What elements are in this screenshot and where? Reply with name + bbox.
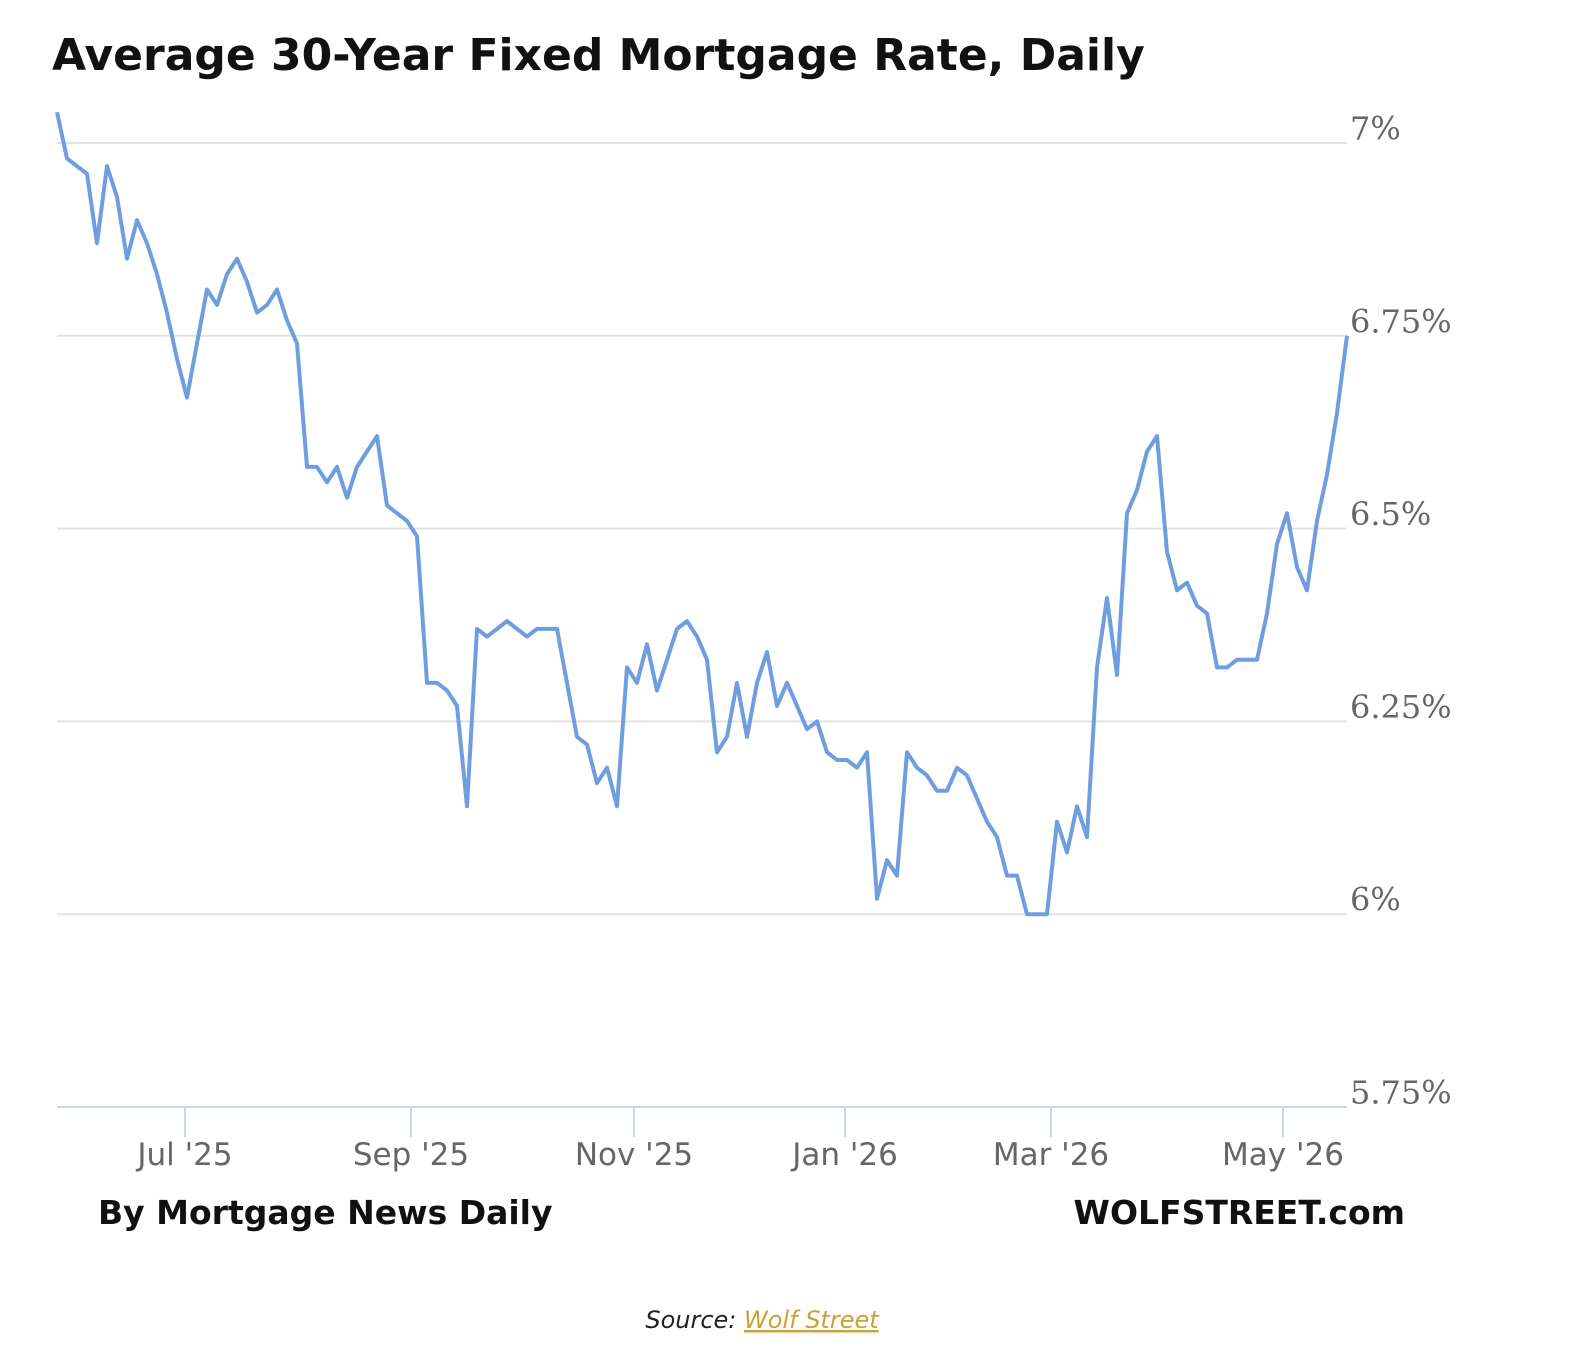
x-tick-label: Nov '25 — [575, 1137, 693, 1173]
y-tick-label: 6.5% — [1350, 495, 1431, 533]
chart-title: Average 30-Year Fixed Mortgage Rate, Dai… — [52, 30, 1145, 81]
source-prefix: Source: — [645, 1306, 736, 1334]
y-tick-label: 6% — [1350, 881, 1401, 919]
source: Source: Wolf Street — [645, 1306, 880, 1334]
footer-left: By Mortgage News Daily — [98, 1193, 553, 1232]
x-tick-label: Jul '25 — [135, 1137, 232, 1173]
x-tick-label: May '26 — [1222, 1137, 1344, 1173]
x-tick-label: Sep '25 — [353, 1137, 469, 1173]
x-tick-label: Jan '26 — [790, 1137, 898, 1173]
source-link[interactable]: Wolf Street — [744, 1306, 880, 1334]
line — [55, 111, 1349, 917]
y-tick-label: 6.25% — [1350, 688, 1452, 726]
footer-right: WOLFSTREET.com — [1074, 1193, 1405, 1232]
x-tick-label: Mar '26 — [993, 1137, 1109, 1173]
y-tick-label: 5.75% — [1350, 1074, 1452, 1112]
y-tick-label: 7% — [1350, 110, 1401, 148]
y-tick-label: 6.75% — [1350, 302, 1452, 340]
